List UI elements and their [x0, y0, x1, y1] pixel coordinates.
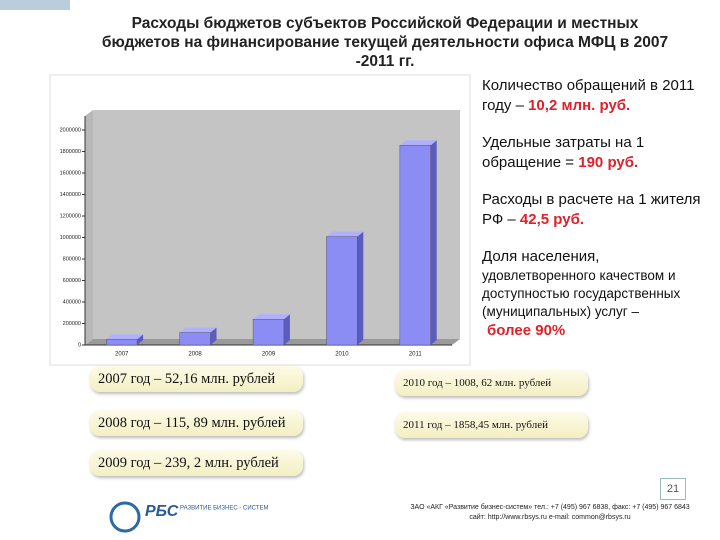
info-highlight: 10,2 млн. руб.: [528, 97, 631, 114]
bar: [326, 236, 358, 346]
decor: [0, 0, 70, 10]
x-tick-label: 2009: [262, 352, 276, 358]
x-tick-label: 2007: [115, 352, 129, 358]
y-tick-label: 600000: [63, 278, 81, 284]
info: Количество обращений в 2011 году – 10,2 …: [482, 76, 714, 358]
info-text: Расходы в расчете на 1 жителя РФ –: [482, 191, 701, 228]
info-text: Удельные затраты на 1 обращение =: [482, 134, 645, 171]
bar: [106, 339, 138, 346]
bar-top: [326, 231, 364, 237]
bar-side: [357, 231, 364, 345]
info-text: Доля населения,: [482, 248, 600, 265]
footer: ЗАО «АКГ «Развитие бизнес-систем» тел.: …: [385, 503, 715, 523]
logo-abbr: РБС: [145, 503, 179, 520]
x-tick-label: 2011: [409, 352, 423, 358]
bar: [179, 332, 211, 346]
logo-name: РАЗВИТИЕ БИЗНЕС - СИСТЕМ: [180, 506, 268, 512]
y-tick-label: 1400000: [60, 192, 81, 198]
note: 2010 год – 1008, 62 млн. рублей: [395, 370, 588, 396]
bar-side: [210, 327, 217, 345]
y-tick-label: 0: [78, 342, 81, 348]
y-tick-label: 400000: [63, 299, 81, 305]
y-tick-label: 1000000: [60, 235, 81, 241]
info-item: Количество обращений в 2011 году – 10,2 …: [482, 76, 714, 116]
page-number: 21: [660, 478, 686, 500]
y-tick-label: 1800000: [60, 149, 81, 155]
x-tick-label: 2010: [335, 352, 349, 358]
y-tick-label: 800000: [63, 256, 81, 262]
footer-line: сайт: http://www.rbsys.ru e-mail: common…: [469, 514, 631, 521]
note: 2011 год – 1858,45 млн. рублей: [395, 412, 588, 438]
y-tick-label: 2000000: [60, 127, 81, 133]
logo-mark: [109, 501, 141, 533]
bar-top: [253, 314, 290, 320]
bar-top: [179, 327, 217, 333]
note: 2007 год – 52,16 млн. рублей: [90, 366, 303, 392]
info-item: Расходы в расчете на 1 жителя РФ – 42,5 …: [482, 190, 714, 230]
note: 2009 год – 239, 2 млн. рублей: [90, 450, 303, 476]
bar-side: [283, 314, 290, 345]
bar: [252, 319, 285, 346]
y-tick-label: 1600000: [60, 170, 81, 176]
y-tick-label: 1200000: [60, 213, 81, 219]
footer-line: ЗАО «АКГ «Развитие бизнес-систем» тел.: …: [410, 504, 690, 511]
slide-title: Расходы бюджетов субъектов Российской Фе…: [101, 15, 669, 70]
info-highlight: 190 руб.: [578, 154, 639, 171]
bar: [399, 145, 431, 346]
info-item: Доля населения, удовлетворенного качество…: [482, 247, 714, 341]
info-text: Количество обращений в 2011 году –: [482, 77, 695, 114]
y-tick-label: 200000: [63, 321, 81, 327]
note: 2008 год – 115, 89 млн. рублей: [90, 410, 303, 436]
info-item: Удельные затраты на 1 обращение = 190 ру…: [482, 133, 714, 173]
back-wall: [93, 110, 460, 339]
info-highlight: 42,5 руб.: [519, 211, 585, 228]
x-tick-label: 2008: [188, 352, 202, 358]
bar-side: [430, 140, 437, 345]
bar-side: [137, 334, 144, 345]
bar-top: [106, 334, 144, 340]
side-wall: [85, 110, 93, 345]
info-subtext: удовлетворенного качеством и доступность…: [482, 268, 681, 319]
info-highlight: более 90%: [487, 322, 566, 339]
bar-top: [399, 140, 437, 146]
